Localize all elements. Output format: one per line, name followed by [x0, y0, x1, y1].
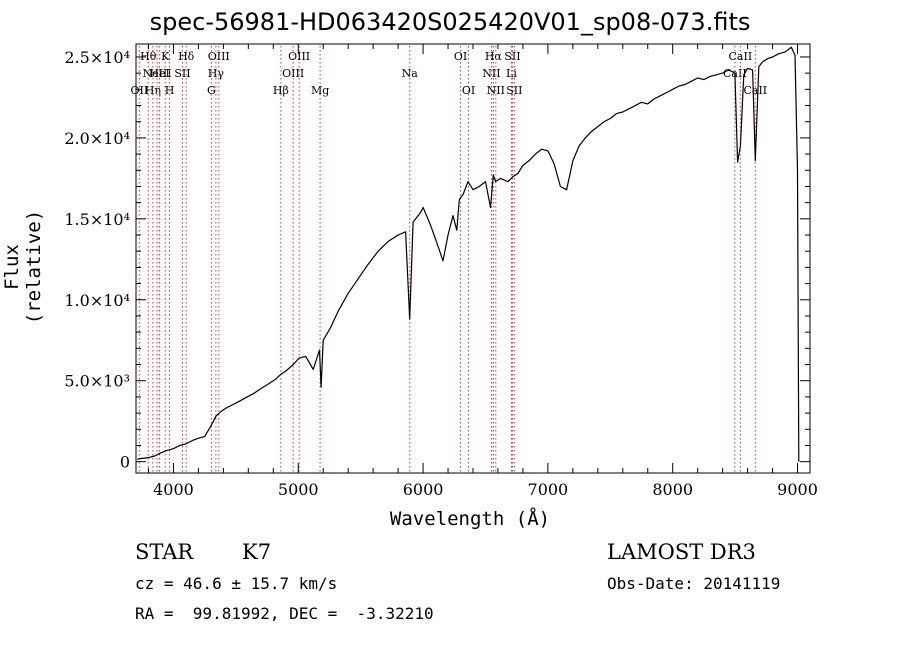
x-axis-label: Wavelength (Å)	[389, 508, 551, 530]
survey-name: LAMOST DR3	[607, 540, 756, 564]
spectral-line-label: NeIII	[143, 67, 172, 80]
spectral-line-label: Hγ	[208, 67, 225, 80]
spectral-line-label: SII	[504, 50, 520, 63]
object-subclass: K7	[242, 540, 272, 564]
spectral-line-label: K	[161, 50, 170, 63]
spectral-line-label: HeI	[149, 67, 169, 80]
spectral-line-label: OI	[454, 50, 467, 63]
spectral-line-label: Na	[402, 67, 419, 80]
spectral-line-label: Mg	[311, 84, 329, 97]
x-tick-label: 9000	[777, 480, 818, 499]
spectral-line-label: Hη	[145, 84, 161, 97]
spectral-line-label: OIII	[282, 67, 304, 80]
x-tick-label: 7000	[528, 480, 569, 499]
spectral-line-label: SII	[174, 67, 190, 80]
chart-title: spec-56981-HD063420S025420V01_sp08-073.f…	[149, 8, 751, 36]
object-class: STAR	[135, 540, 194, 564]
spectral-line-label: CaII	[743, 84, 767, 97]
spectral-line-label: OIII	[288, 50, 310, 63]
spectral-line-label: NII	[482, 67, 500, 80]
spectral-line-label: OIII	[208, 50, 230, 63]
y-tick-label: 1.5×10⁴	[64, 210, 130, 229]
spectral-line-label: Hβ	[273, 84, 289, 97]
spectral-line-label: SII	[506, 84, 522, 97]
spectral-line-label: CaII	[729, 50, 753, 63]
spectral-line-label: Li	[506, 67, 517, 80]
y-axis-label: Flux (relative)	[1, 209, 45, 325]
spectral-line-label: Hδ	[178, 50, 195, 63]
x-tick-label: 4000	[153, 480, 194, 499]
x-tick-label: 5000	[278, 480, 319, 499]
y-tick-label: 5.0×10³	[64, 372, 130, 391]
y-tick-label: 2.5×10⁴	[64, 48, 130, 67]
x-tick-label: 8000	[652, 480, 693, 499]
spectral-line-label: OII	[131, 84, 149, 97]
y-tick-label: 0	[120, 453, 130, 472]
redshift-velocity: cz = 46.6 ± 15.7 km/s	[135, 574, 338, 593]
x-tick-label: 6000	[403, 480, 444, 499]
spectral-line-label: NII	[487, 84, 505, 97]
spectral-line-label: OI	[462, 84, 475, 97]
spectral-line-label: Hθ	[140, 50, 157, 63]
spectral-line-label: G	[207, 84, 216, 97]
spectral-line-label: Hα	[485, 50, 503, 63]
sky-coordinates: RA = 99.81992, DEC = -3.32210	[135, 604, 434, 623]
y-tick-label: 2.0×10⁴	[64, 129, 130, 148]
plot-frame	[135, 43, 811, 474]
observation-date: Obs-Date: 20141119	[607, 574, 781, 593]
spectral-line-label: H	[165, 84, 175, 97]
y-tick-label: 1.0×10⁴	[64, 291, 130, 310]
spectrum-series-line	[137, 46, 800, 462]
